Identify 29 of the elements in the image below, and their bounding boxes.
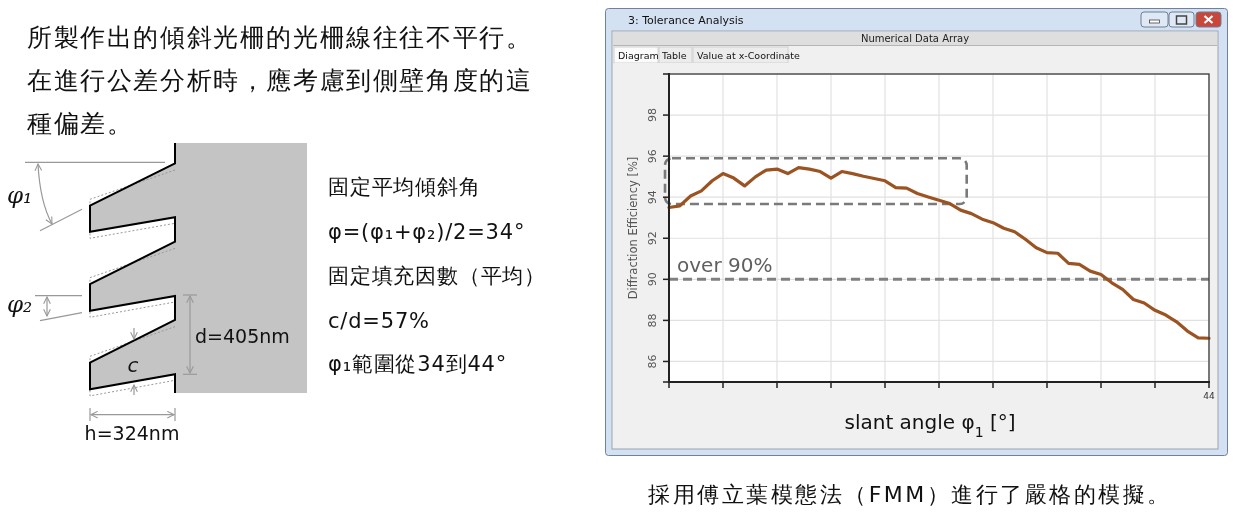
ref-line-label: over 90% [677, 253, 773, 278]
text: Numerical Data Array [860, 33, 970, 44]
text: Diagram [618, 50, 659, 61]
line-series [667, 166, 1211, 340]
y-tick-label: 86 [645, 354, 659, 369]
text: 採用傅立葉模態法（FMM）進行了嚴格的模擬。 [648, 482, 1172, 507]
text: φ₂ [7, 291, 33, 317]
text: 3: Tolerance Analysis [628, 14, 744, 27]
text: c/d=57% [328, 309, 430, 333]
y-axis-title: Diffraction Efficiency [%] [626, 156, 640, 300]
text: φ₁範圍從34到44° [328, 352, 508, 376]
y-tick-label: 88 [645, 313, 659, 328]
x-axis-title: slant angle φ$_{1}$ [°] [844, 410, 1016, 440]
text: c [127, 353, 139, 377]
y-tick-label: 90 [645, 272, 659, 287]
y-tick-label: 96 [645, 149, 659, 164]
text: d=405nm [195, 325, 290, 347]
text: 固定填充因數（平均） [328, 264, 546, 288]
text: 固定平均傾斜角 [328, 175, 481, 199]
text: 所製作出的傾斜光柵的光柵線往往不平行。在進行公差分析時，應考慮到側壁角度的這種偏差。 [27, 22, 534, 140]
text: Table [661, 50, 687, 61]
text: Value at x-Coordinate [697, 50, 800, 61]
y-tick-label: 94 [645, 190, 659, 205]
text: 44 [1203, 391, 1215, 401]
y-tick-label: 98 [645, 108, 659, 123]
text: φ₁ [7, 182, 33, 208]
y-tick-label: 92 [645, 231, 659, 246]
text: φ=(φ₁+φ₂)/2=34° [328, 219, 526, 244]
text: h=324nm [84, 422, 180, 444]
